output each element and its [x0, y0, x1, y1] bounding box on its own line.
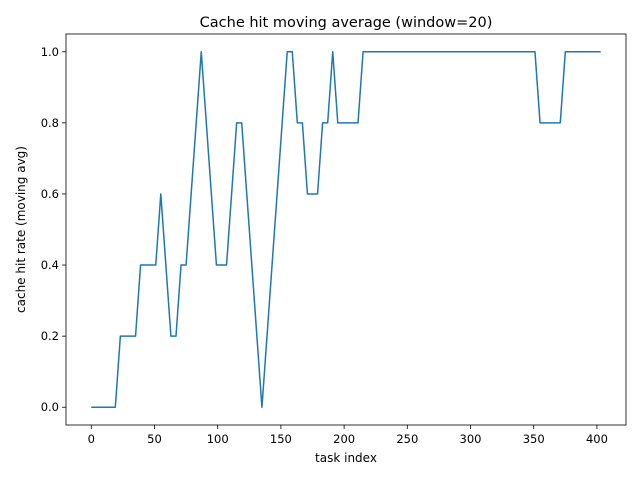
- y-tick-label: 0.8: [41, 116, 59, 130]
- y-axis: 0.0 0.2 0.4 0.6 0.8 1.0: [41, 45, 66, 414]
- plot-area: [91, 51, 601, 408]
- plot-frame: [65, 33, 627, 426]
- series-line-0: [91, 51, 601, 408]
- x-tick-label: 50: [147, 432, 162, 446]
- x-tick-label: 250: [396, 432, 418, 446]
- y-tick-label: 0.0: [41, 400, 59, 414]
- y-tick-label: 1.0: [41, 45, 59, 59]
- x-tick-label: 100: [207, 432, 229, 446]
- x-tick-label: 150: [270, 432, 292, 446]
- x-tick-label: 350: [523, 432, 545, 446]
- x-tick-label: 300: [460, 432, 482, 446]
- y-tick-label: 0.4: [41, 258, 59, 272]
- x-tick-label: 0: [88, 432, 95, 446]
- y-tick-label: 0.6: [41, 187, 59, 201]
- chart-title: Cache hit moving average (window=20): [200, 15, 493, 31]
- y-axis-label: cache hit rate (moving avg): [14, 146, 28, 313]
- y-tick-label: 0.2: [41, 329, 59, 343]
- x-axis-label: task index: [315, 451, 377, 465]
- x-tick-label: 200: [333, 432, 355, 446]
- x-tick-label: 400: [586, 432, 608, 446]
- x-axis: 0 50 100 150 200 250 300 350 400: [88, 425, 608, 446]
